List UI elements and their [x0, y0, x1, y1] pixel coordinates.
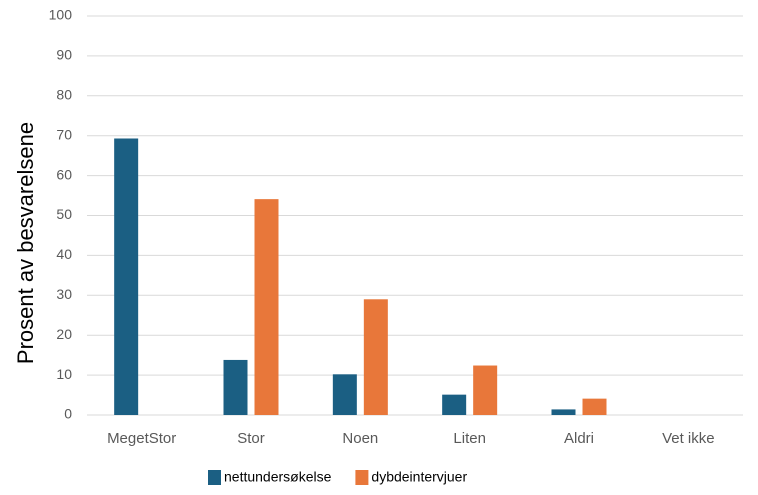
x-tick-label: MegetStor [107, 430, 176, 447]
y-tick-label: 0 [64, 406, 72, 422]
x-tick-label: Liten [453, 430, 486, 447]
y-tick-label: 10 [56, 366, 72, 382]
x-tick-label: Noen [342, 430, 378, 447]
legend-swatch [355, 470, 369, 485]
y-tick-label: 70 [56, 126, 72, 142]
x-tick-label: Vet ikke [662, 430, 715, 447]
x-tick-label: Stor [237, 430, 265, 447]
bar [551, 409, 576, 415]
bar [254, 199, 279, 415]
y-tick-label: 30 [56, 286, 72, 302]
bar [332, 374, 357, 415]
legend-label: nettundersøkelse [224, 469, 332, 485]
y-tick-label: 40 [56, 246, 72, 262]
legend-label: dybdeintervjuer [371, 469, 467, 485]
y-tick-label: 80 [56, 87, 72, 103]
bar [442, 394, 467, 415]
bar [473, 365, 498, 415]
y-tick-label: 50 [56, 206, 72, 222]
legend-swatch [208, 470, 221, 485]
bar [114, 138, 139, 416]
bar [582, 398, 607, 415]
y-axis-label: Prosent av besvarelsene [13, 122, 38, 364]
bar [223, 359, 248, 415]
y-tick-label: 20 [56, 326, 72, 342]
y-tick-label: 60 [56, 166, 72, 182]
x-tick-label: Aldri [564, 430, 594, 447]
y-tick-label: 90 [56, 47, 72, 63]
y-tick-label: 100 [49, 7, 73, 23]
bar [363, 299, 388, 415]
